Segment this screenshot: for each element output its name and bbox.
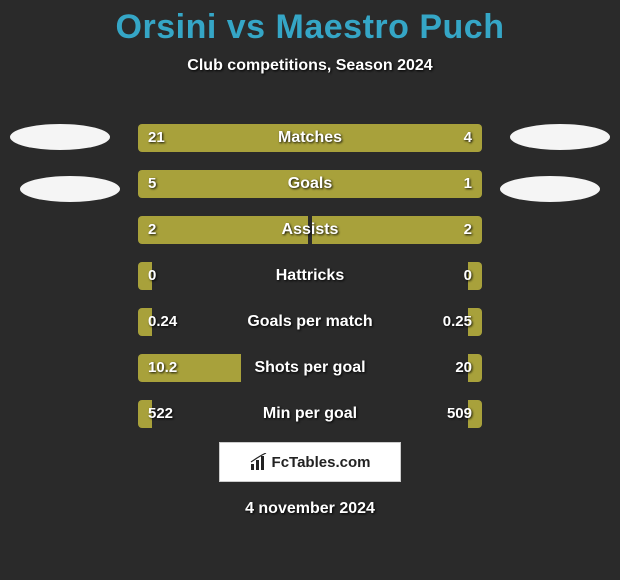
stat-value-right: 20	[445, 354, 482, 382]
player1-badge-top	[10, 124, 110, 150]
stats-bars: Matches214Goals51Assists22Hattricks00Goa…	[138, 124, 482, 446]
stat-value-right: 509	[437, 400, 482, 428]
stat-row: Min per goal522509	[138, 400, 482, 428]
stat-value-left: 5	[138, 170, 166, 198]
comparison-title: Orsini vs Maestro Puch	[0, 0, 620, 47]
stat-row: Assists22	[138, 216, 482, 244]
date-text: 4 november 2024	[0, 500, 620, 518]
stat-value-left: 2	[138, 216, 166, 244]
stat-bar-gap	[241, 354, 468, 382]
stat-bar-gap	[152, 308, 468, 336]
stat-row: Goals per match0.240.25	[138, 308, 482, 336]
stat-value-right: 4	[454, 124, 482, 152]
stat-row: Matches214	[138, 124, 482, 152]
stat-value-left: 522	[138, 400, 183, 428]
player1-name: Orsini	[116, 8, 217, 46]
player2-badge-top	[510, 124, 610, 150]
player2-badge-bottom	[500, 176, 600, 202]
stat-value-right: 0.25	[433, 308, 482, 336]
stat-value-left: 21	[138, 124, 175, 152]
watermark-text: FcTables.com	[272, 454, 371, 471]
stat-row: Hattricks00	[138, 262, 482, 290]
stat-value-left: 0.24	[138, 308, 187, 336]
stat-bar-gap	[152, 400, 468, 428]
vs-text: vs	[227, 8, 266, 46]
player2-name: Maestro Puch	[276, 8, 505, 46]
stat-value-right: 0	[454, 262, 482, 290]
subtitle: Club competitions, Season 2024	[0, 57, 620, 75]
watermark[interactable]: FcTables.com	[219, 442, 401, 482]
player1-badge-bottom	[20, 176, 120, 202]
stat-row: Goals51	[138, 170, 482, 198]
stat-value-right: 2	[454, 216, 482, 244]
stat-bar-gap	[152, 262, 468, 290]
stat-row: Shots per goal10.220	[138, 354, 482, 382]
stat-value-left: 0	[138, 262, 166, 290]
stat-bar-gap	[308, 216, 313, 244]
chart-icon	[250, 453, 268, 471]
stat-value-left: 10.2	[138, 354, 187, 382]
stat-bar-left	[138, 170, 424, 198]
stat-bar-left	[138, 124, 403, 152]
stat-value-right: 1	[454, 170, 482, 198]
